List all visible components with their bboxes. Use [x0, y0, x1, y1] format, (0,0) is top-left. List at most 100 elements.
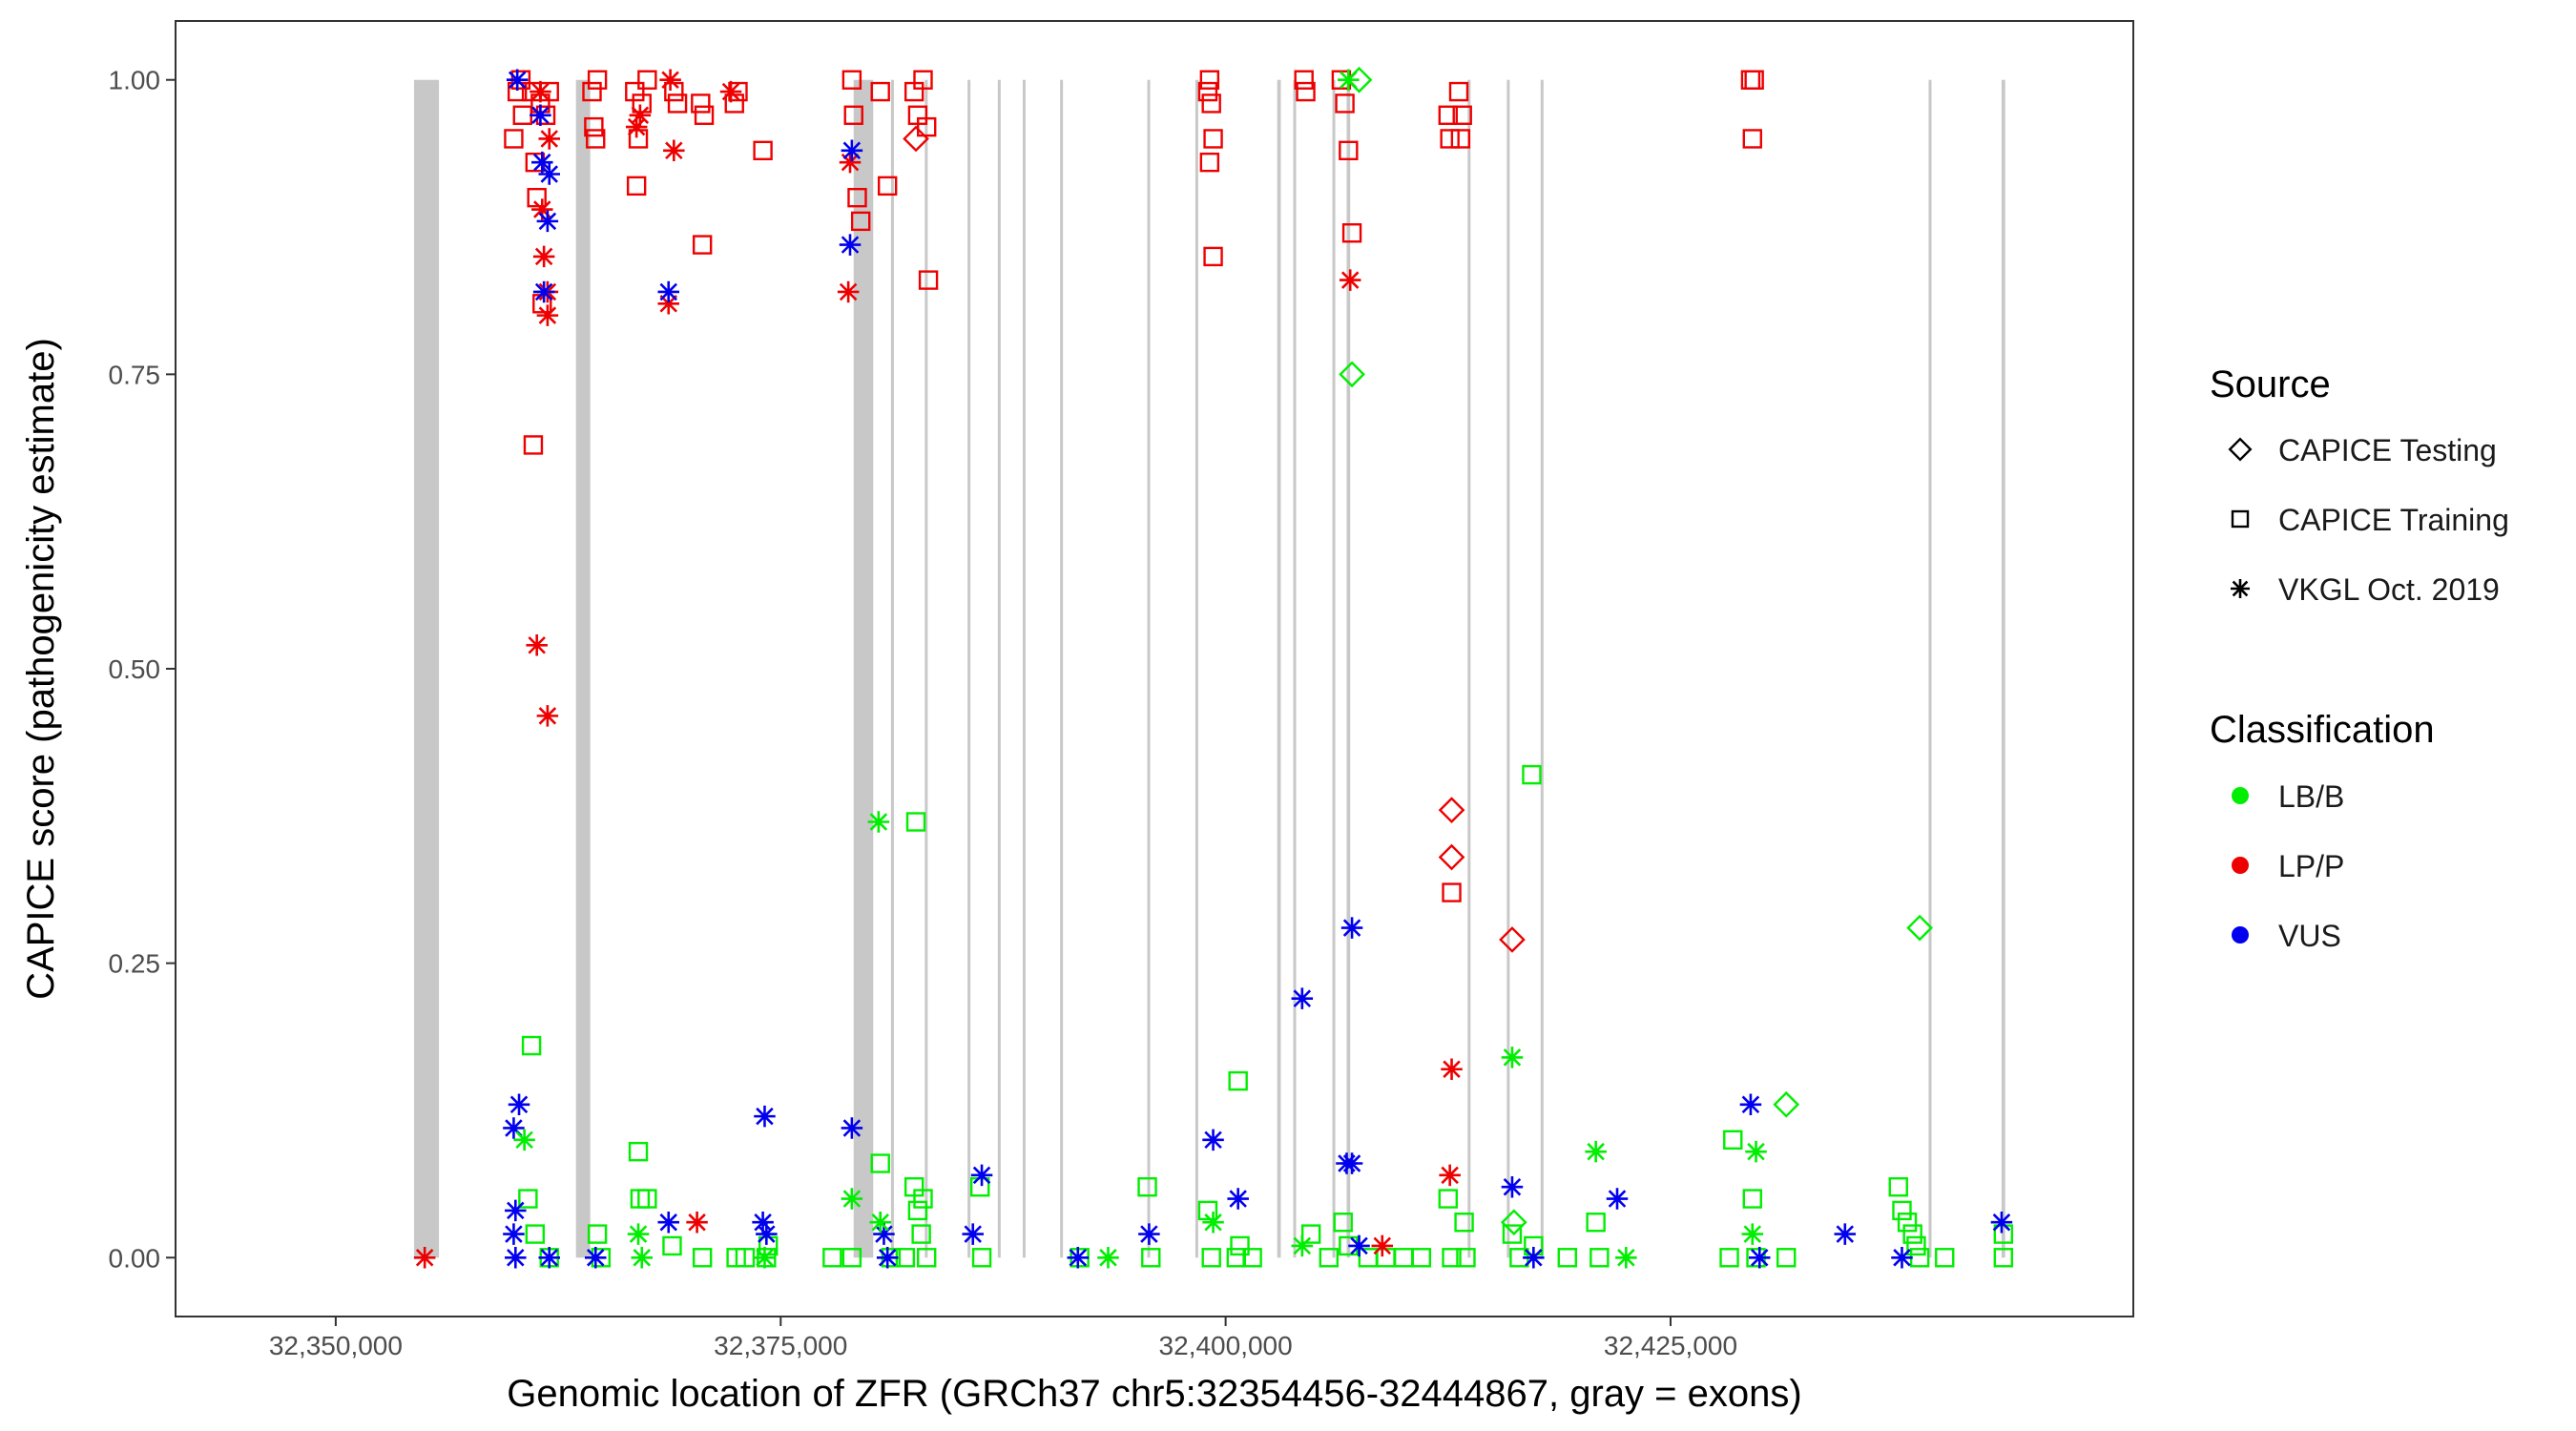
- point-asterisk-vus: [657, 280, 679, 303]
- point-square-lpp: [512, 105, 532, 125]
- point-square-lbb: [521, 1035, 542, 1056]
- point-square-lpp: [1450, 129, 1471, 149]
- legend-key-diamond: [2228, 437, 2253, 462]
- point-square-lbb: [1319, 1248, 1340, 1268]
- point-square-lpp: [1442, 882, 1462, 902]
- y-tick-label: 0.00: [109, 1243, 161, 1273]
- point-asterisk-lpp: [536, 304, 559, 326]
- point-asterisk-vus: [1834, 1223, 1857, 1245]
- point-asterisk-lpp: [538, 128, 560, 150]
- point-square-lbb: [1935, 1248, 1955, 1268]
- point-asterisk-vus: [1202, 1129, 1224, 1151]
- legend-key-asterisk: [2231, 579, 2250, 598]
- point-asterisk-lpp: [663, 139, 685, 162]
- legend-class-label-lbb: LB/B: [2278, 779, 2344, 814]
- point-square-lpp: [667, 93, 688, 114]
- point-square-lpp: [1448, 81, 1469, 102]
- point-square-lpp: [1339, 140, 1359, 161]
- point-asterisk-vus: [1138, 1223, 1160, 1245]
- y-axis-title: CAPICE score (pathogenicity estimate): [20, 338, 62, 1000]
- exon-band-11: [1195, 79, 1198, 1258]
- point-square-lpp: [1341, 223, 1362, 243]
- exon-band-7: [997, 79, 1001, 1258]
- legend-source-keys: [2228, 437, 2253, 598]
- point-asterisk-vus: [503, 1117, 525, 1139]
- point-asterisk-lbb: [869, 1211, 891, 1234]
- point-asterisk-lbb: [1615, 1247, 1637, 1269]
- point-square-lbb: [1892, 1200, 1912, 1221]
- point-square-lpp: [843, 105, 863, 125]
- exon-band-12: [1277, 79, 1281, 1258]
- legend-key-dot-vus: [2232, 926, 2249, 944]
- point-asterisk-vus: [503, 1223, 525, 1245]
- point-asterisk-vus: [1891, 1247, 1913, 1269]
- point-square-lpp: [870, 81, 890, 102]
- point-asterisk-vus: [839, 234, 862, 256]
- point-diamond-lbb: [1773, 1090, 1800, 1118]
- exon-band-14: [1332, 79, 1336, 1258]
- point-asterisk-lpp: [839, 151, 862, 174]
- point-square-lpp: [1294, 70, 1314, 90]
- exon-band-1: [413, 79, 440, 1258]
- point-square-lbb: [1197, 1200, 1218, 1221]
- point-square-lbb: [971, 1248, 992, 1268]
- point-asterisk-lbb: [1501, 1047, 1524, 1068]
- point-asterisk-vus: [1291, 987, 1314, 1009]
- x-axis-title: Genomic location of ZFR (GRCh37 chr5:323…: [507, 1373, 1801, 1415]
- point-asterisk-vus: [873, 1223, 895, 1245]
- point-asterisk-lpp: [686, 1211, 708, 1234]
- exon-band-20: [2001, 79, 2005, 1258]
- point-asterisk-vus: [876, 1247, 899, 1269]
- legend: Source CAPICE Testing CAPICE Training VK…: [2210, 363, 2509, 953]
- point-square-lpp: [1197, 81, 1218, 102]
- point-square-lpp: [527, 187, 547, 208]
- point-asterisk-vus: [1749, 1247, 1771, 1269]
- point-square-lpp: [504, 129, 524, 149]
- point-square-lpp: [1199, 70, 1220, 90]
- point-diamond-lbb: [1906, 914, 1933, 942]
- plot-panel-border: [175, 20, 2134, 1317]
- point-asterisk-vus: [1990, 1211, 2013, 1234]
- point-square-lpp: [584, 116, 604, 137]
- x-tick-label: 32,350,000: [269, 1331, 403, 1360]
- point-asterisk-vus: [754, 1105, 776, 1128]
- point-square-lbb: [1993, 1248, 2014, 1268]
- point-asterisk-vus: [1340, 917, 1363, 939]
- point-asterisk-lpp: [1439, 1164, 1461, 1187]
- point-square-lbb: [1902, 1224, 1922, 1244]
- y-tick-label: 0.75: [109, 360, 161, 389]
- point-square-lpp: [1742, 129, 1762, 149]
- point-asterisk-vus: [841, 139, 863, 162]
- point-square-lbb: [662, 1235, 682, 1256]
- point-square-lbb: [1411, 1248, 1432, 1268]
- point-asterisk-lpp: [657, 293, 679, 315]
- point-asterisk-lbb: [1585, 1140, 1607, 1163]
- point-asterisk-vus: [505, 1247, 527, 1269]
- point-square-lpp: [877, 176, 898, 197]
- exon-band-4: [890, 79, 894, 1258]
- point-square-lbb: [911, 1224, 931, 1244]
- point-asterisk-vus: [531, 151, 553, 174]
- x-tick-label: 32,400,000: [1159, 1331, 1293, 1360]
- point-square-lbb: [1230, 1235, 1250, 1256]
- point-square-lpp: [1744, 70, 1764, 90]
- point-square-lbb: [1228, 1070, 1248, 1091]
- point-asterisk-lbb: [867, 811, 890, 833]
- point-asterisk-lpp: [536, 705, 559, 727]
- point-diamond-lbb: [1339, 361, 1365, 388]
- point-asterisk-lbb: [754, 1247, 776, 1269]
- point-asterisk-vus: [508, 1093, 530, 1116]
- legend-key-square: [2231, 509, 2250, 529]
- exon-bands: [413, 79, 2005, 1258]
- point-square-lbb: [1333, 1213, 1353, 1233]
- exon-band-10: [1147, 79, 1151, 1258]
- exon-band-3: [853, 79, 874, 1258]
- point-square-lpp: [1203, 246, 1223, 267]
- point-asterisk-lpp: [1339, 269, 1361, 291]
- point-asterisk-lpp: [719, 80, 742, 103]
- point-asterisk-vus: [1501, 1175, 1524, 1198]
- point-asterisk-lbb: [841, 1188, 863, 1210]
- point-square-lpp: [1440, 129, 1460, 149]
- point-asterisk-lbb: [627, 1223, 650, 1245]
- point-diamond-lpp: [1438, 843, 1465, 871]
